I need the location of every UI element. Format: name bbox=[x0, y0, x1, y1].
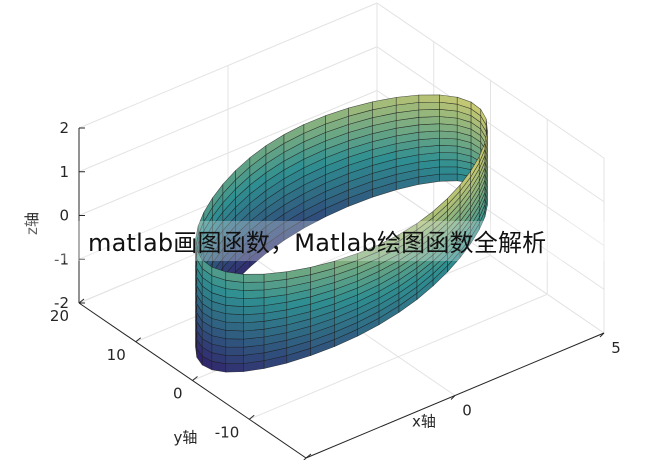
surface-patch-1-2 bbox=[439, 159, 458, 168]
surface-patch-21-6 bbox=[225, 313, 244, 324]
surface-plot bbox=[195, 94, 488, 373]
surface-patch-1-6 bbox=[439, 130, 458, 140]
grid-y-floor-1 bbox=[249, 293, 548, 420]
surface-patch-2-7 bbox=[418, 123, 440, 133]
surface-patch-1-1 bbox=[439, 166, 458, 175]
x-tick-2 bbox=[599, 332, 605, 338]
z-tick-label-0: -2 bbox=[54, 294, 69, 312]
y-tick-4 bbox=[78, 298, 85, 304]
surface-patch-2-8 bbox=[418, 116, 440, 126]
overlay-caption-text: matlab画图函数，Matlab绘图函数全解析 bbox=[88, 229, 547, 257]
surface-patch-2-11 bbox=[418, 94, 440, 103]
surface-patch-22-11 bbox=[243, 273, 265, 283]
surface-patch-2-10 bbox=[418, 101, 440, 111]
z-axis-label: z轴 bbox=[23, 212, 41, 235]
overlay-caption-band bbox=[0, 221, 655, 261]
surface-patch-21-4 bbox=[225, 330, 244, 340]
surface-patch-33-11 bbox=[459, 170, 471, 192]
surface-patch-22-10 bbox=[243, 281, 265, 291]
y-tick-label-1: -10 bbox=[215, 423, 240, 441]
surface-patch-21-0 bbox=[225, 363, 244, 373]
x-tick-label-2: 5 bbox=[611, 339, 621, 357]
z-tick-label-4: 2 bbox=[59, 119, 69, 137]
surface-patch-21-5 bbox=[225, 321, 244, 332]
surface-patch-2-9 bbox=[418, 109, 440, 118]
surface-patch-1-0 bbox=[439, 173, 458, 182]
axis-box bbox=[78, 127, 605, 460]
y-tick-1 bbox=[248, 414, 255, 420]
surface-patch-22-7 bbox=[243, 305, 265, 316]
x-tick-0 bbox=[303, 457, 307, 460]
surface-patch-22-8 bbox=[243, 297, 265, 307]
surface-patch-1-4 bbox=[439, 145, 458, 154]
x-tick-label-1: 0 bbox=[462, 402, 472, 420]
surface-patch-21-2 bbox=[225, 346, 244, 356]
y-tick-label-3: 10 bbox=[107, 346, 126, 364]
surface-patch-22-9 bbox=[243, 289, 265, 299]
y-axis-label: y轴 bbox=[174, 429, 198, 447]
surface-patch-1-5 bbox=[439, 137, 458, 147]
z-tick-label-1: -1 bbox=[54, 250, 69, 268]
y-tick-label-4: 20 bbox=[50, 307, 69, 325]
y-tick-3 bbox=[135, 337, 142, 343]
y-tick-label-2: 0 bbox=[173, 385, 183, 403]
surface-patch-21-3 bbox=[225, 338, 244, 348]
surface-patch-1-3 bbox=[439, 152, 458, 161]
x-tick-1 bbox=[450, 395, 456, 400]
z-tick-label-2: 0 bbox=[59, 207, 69, 225]
surface-patch-21-1 bbox=[225, 355, 244, 364]
z-tick-label-3: 1 bbox=[59, 163, 69, 181]
y-tick-0 bbox=[305, 453, 312, 459]
y-tick-2 bbox=[192, 376, 198, 381]
x-axis-label: x轴 bbox=[412, 413, 436, 431]
